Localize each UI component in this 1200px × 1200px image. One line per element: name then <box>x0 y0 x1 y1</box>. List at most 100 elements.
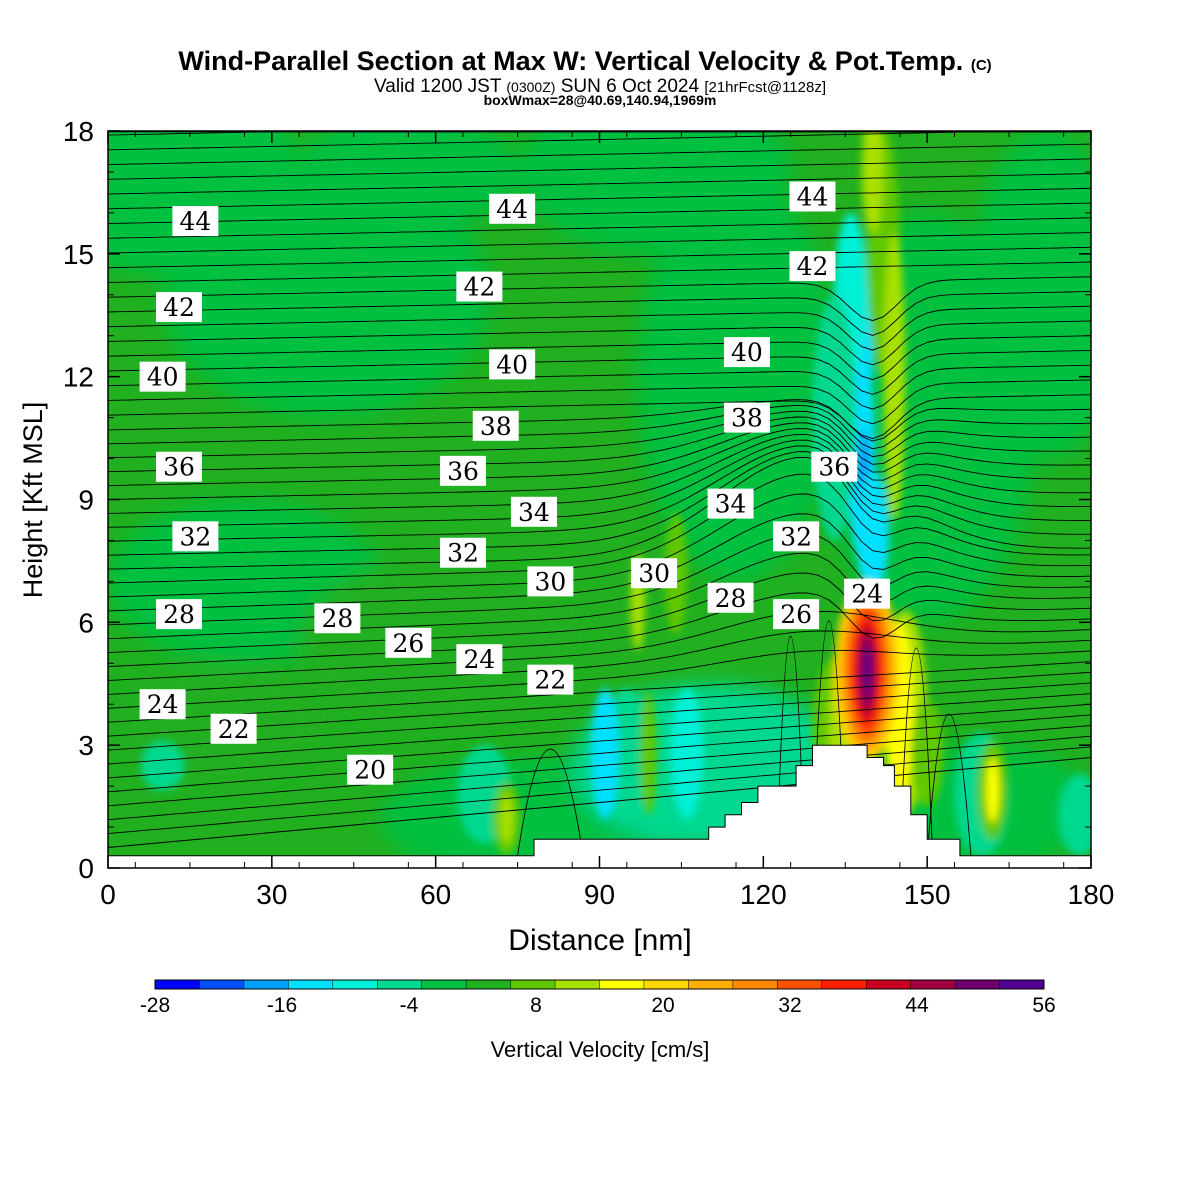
theta-contour <box>108 671 1091 737</box>
contour-label: 28 <box>715 584 747 613</box>
colorbar-swatch <box>555 980 600 989</box>
field-region <box>640 691 657 815</box>
contour-label-box <box>155 292 202 323</box>
theta-contour <box>108 202 1091 224</box>
theta-contour <box>108 610 1091 681</box>
contour-label-box <box>811 451 858 482</box>
theta-contour <box>517 748 584 856</box>
theta-contour <box>108 439 1091 528</box>
theta-contour <box>108 552 1091 640</box>
x-tick-label: 30 <box>256 879 287 910</box>
contour-label-box <box>385 627 432 658</box>
contour-label-box <box>707 488 754 519</box>
y-tick-label: 3 <box>78 730 94 761</box>
colorbar-swatch <box>910 980 956 989</box>
x-tick-label: 150 <box>904 879 951 910</box>
contour-label: 28 <box>321 604 353 633</box>
colorbar-tick-label: 32 <box>778 994 801 1017</box>
contour-label: 32 <box>447 539 479 568</box>
x-tick-label: 180 <box>1068 879 1115 910</box>
contour-label: 42 <box>463 273 495 302</box>
colorbar-swatch <box>688 980 734 989</box>
colorbar-swatch <box>421 980 467 989</box>
contour-label: 32 <box>179 522 211 551</box>
colorbar <box>154 979 1045 990</box>
theta-contour <box>108 513 1091 612</box>
theta-contour <box>108 714 1091 793</box>
contour-label: 42 <box>163 293 195 322</box>
theta-contour <box>108 335 1091 381</box>
theta-contour <box>108 456 1091 570</box>
colorbar-swatch <box>243 980 289 989</box>
chart-title: Wind-Parallel Section at Max W: Vertical… <box>178 46 991 76</box>
colorbar-tick-label: 20 <box>651 994 674 1017</box>
field-region <box>299 131 518 234</box>
x-axis-title: Distance [nm] <box>508 924 691 957</box>
theta-contour <box>108 572 1091 654</box>
contour-label-box <box>139 361 186 392</box>
contour-label: 30 <box>534 567 566 596</box>
field-region <box>986 757 1000 823</box>
colorbar-swatch <box>643 980 689 989</box>
theta-contour <box>812 620 846 856</box>
theta-contour <box>108 445 1091 542</box>
theta-contour <box>108 394 1091 439</box>
contour-label: 40 <box>147 363 179 392</box>
contour-label: 44 <box>179 207 211 236</box>
theta-contour <box>108 735 1091 821</box>
boxwmax-label: boxWmax=28@40.69,140.94,1969m <box>484 92 717 108</box>
contour-label-box <box>347 754 394 785</box>
theta-contour <box>108 493 1091 598</box>
terrain-mask <box>108 744 1091 868</box>
colorbar-swatch <box>288 980 334 989</box>
theta-contour <box>108 649 1091 709</box>
theta-contour <box>108 379 1091 425</box>
theta-contour <box>108 158 1091 180</box>
contour-label-box <box>631 558 678 589</box>
theta-contour <box>108 364 1091 410</box>
valid-time: Valid 1200 JST (0300Z) SUN 6 Oct 2024 [2… <box>374 76 826 97</box>
contour-label-box <box>456 644 503 675</box>
theta-contour <box>108 232 1091 254</box>
theta-contour <box>108 473 1091 584</box>
theta-contour <box>108 246 1091 269</box>
colorbar-swatch <box>510 980 556 989</box>
contour-label: 36 <box>447 457 479 486</box>
colorbar-label: Vertical Velocity [cm/s] <box>491 1037 710 1062</box>
colorbar-tick-label: -16 <box>267 994 297 1017</box>
theta-contour <box>108 746 1091 835</box>
contour-label-box <box>723 337 770 368</box>
colorbar-swatch <box>466 980 512 989</box>
contour-label: 44 <box>496 195 528 224</box>
contour-label-box <box>527 566 574 597</box>
contour-label: 32 <box>780 522 812 551</box>
colorbar-swatch <box>155 980 200 989</box>
colorbar-swatch <box>732 980 778 989</box>
contour-label: 38 <box>480 412 512 441</box>
colorbar-tick-label: 8 <box>530 994 542 1017</box>
contour-label-box <box>155 451 202 482</box>
x-tick-label: 0 <box>100 879 116 910</box>
contour-label: 38 <box>731 404 763 433</box>
theta-contour <box>108 276 1091 322</box>
colorbar-swatch <box>821 980 867 989</box>
theta-contour <box>108 682 1091 751</box>
theta-contour <box>108 173 1091 195</box>
colorbar-swatch <box>377 980 423 989</box>
contour-label: 22 <box>218 715 250 744</box>
contour-label-box <box>472 410 519 441</box>
y-tick-label: 15 <box>63 239 94 270</box>
contour-label-box <box>789 181 836 212</box>
theta-contour <box>108 451 1091 556</box>
field-region <box>500 794 514 844</box>
contour-label: 34 <box>518 498 550 527</box>
colorbar-swatch <box>199 980 245 989</box>
colorbar-swatch <box>955 980 1001 989</box>
contour-label-box <box>439 455 486 486</box>
contour-label: 40 <box>496 350 528 379</box>
contour-label: 24 <box>463 645 495 674</box>
theta-contour <box>926 713 972 856</box>
contour-label: 44 <box>797 183 829 212</box>
theta-contour <box>108 693 1091 765</box>
